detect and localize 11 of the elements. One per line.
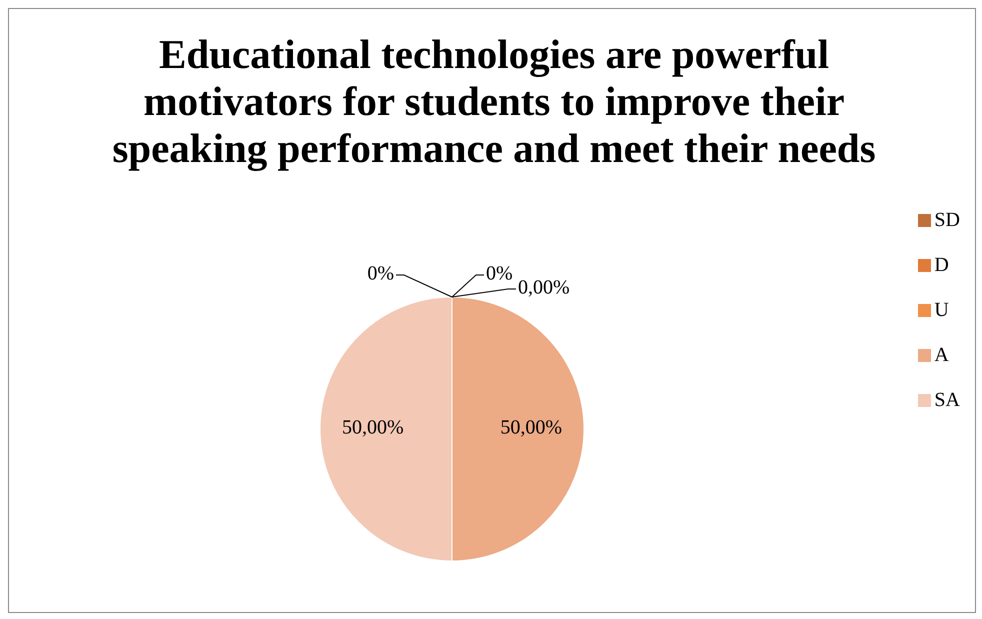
- legend-label: SA: [934, 389, 960, 412]
- chart-title: Educational technologies are powerful motivators for students to improve their speaking performance and meet their needs: [111, 31, 877, 172]
- legend-label: A: [934, 344, 949, 367]
- data-label: 50,00%: [500, 416, 562, 439]
- data-label: 50,00%: [342, 416, 404, 439]
- text: 0%: [367, 262, 394, 285]
- text: 0%: [486, 262, 513, 285]
- legend-label: D: [934, 254, 949, 277]
- legend-label: U: [934, 299, 949, 322]
- legend-label: SD: [934, 209, 960, 232]
- text: 0,00%: [518, 276, 570, 299]
